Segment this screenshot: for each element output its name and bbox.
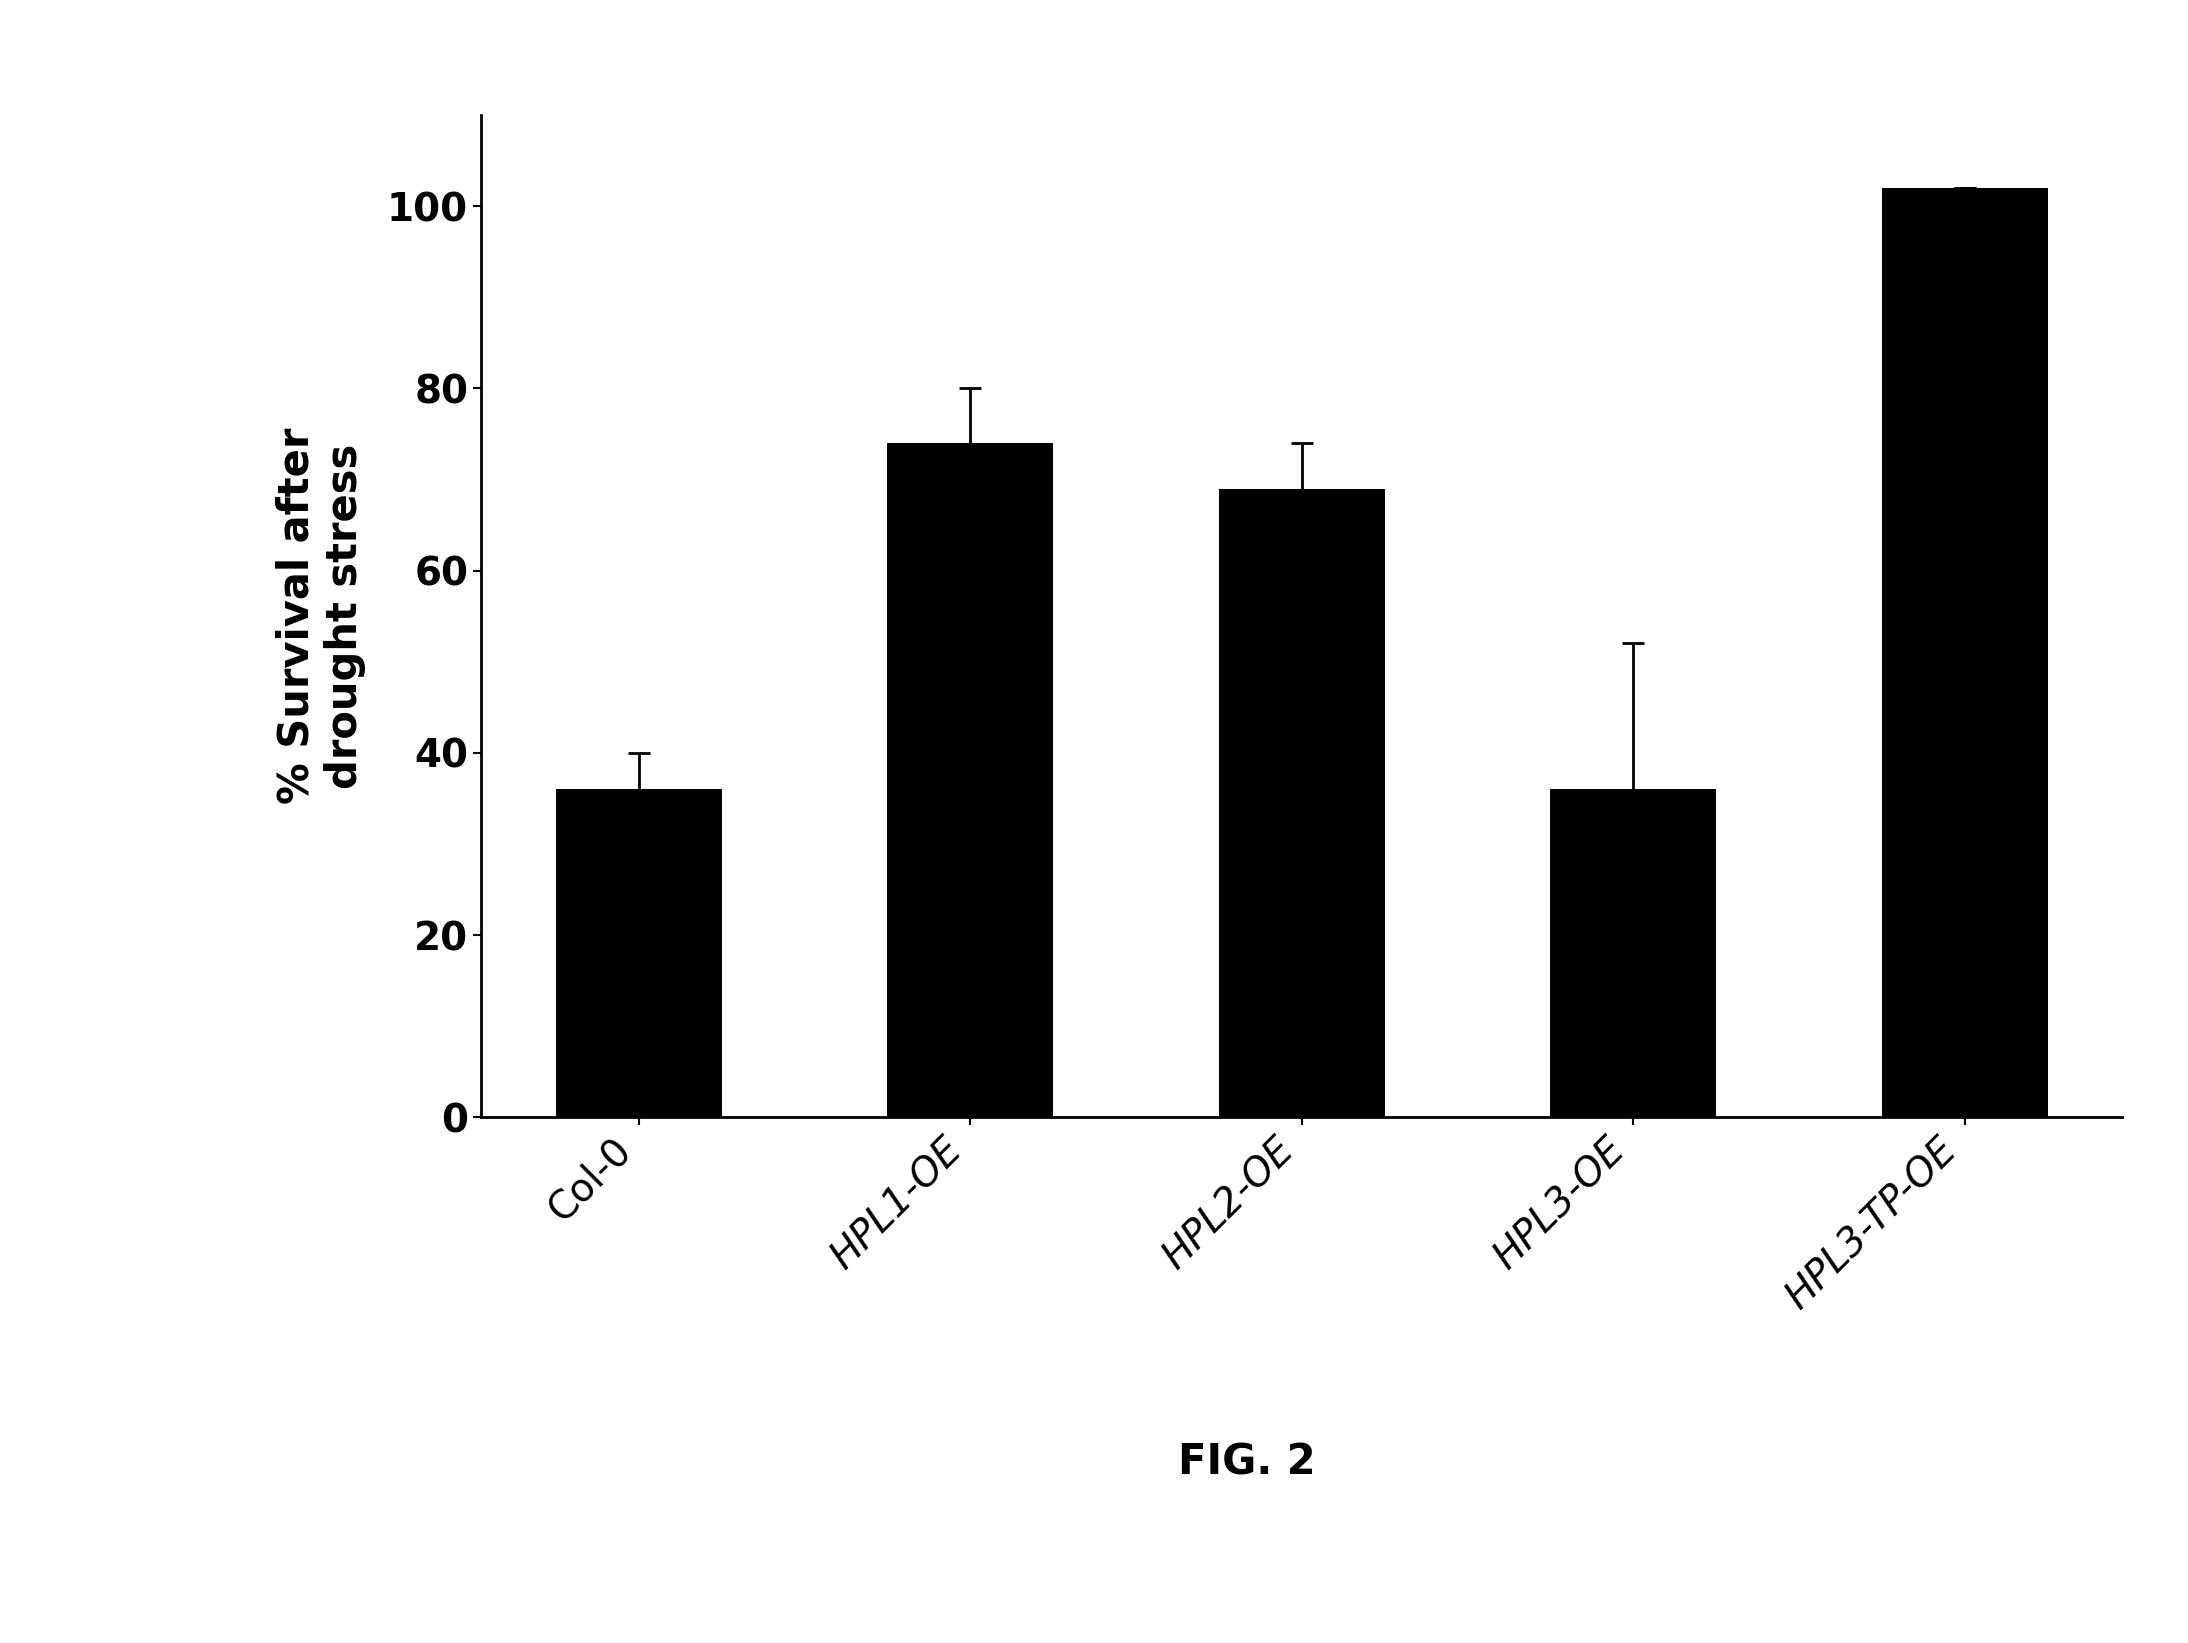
- Y-axis label: % Survival after
drought stress: % Survival after drought stress: [276, 427, 365, 805]
- Text: FIG. 2: FIG. 2: [1179, 1441, 1315, 1484]
- Bar: [888, 444, 1052, 1117]
- Bar: [1219, 488, 1385, 1117]
- Bar: [1551, 789, 1715, 1117]
- Bar: [556, 789, 722, 1117]
- Bar: [1882, 187, 2048, 1117]
